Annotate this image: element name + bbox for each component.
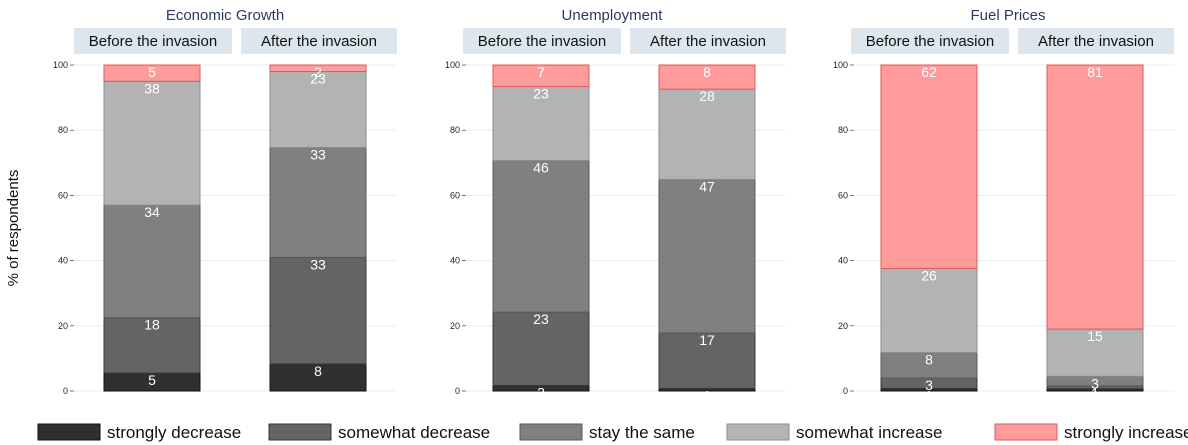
bar-segment-economic-growth-after-the-invasion-stay-the-same <box>269 146 367 258</box>
panel-title-economic-growth: Economic Growth <box>166 7 284 24</box>
data-label-economic-growth-after-the-invasion-stay-the-same: 33 <box>310 146 326 162</box>
y-tick-label-20: 20 <box>838 321 848 331</box>
facet-strip-economic-growth-before-the-invasion <box>74 28 232 54</box>
bar-segment-economic-growth-before-the-invasion-somewhat-increase <box>103 80 201 206</box>
data-label-fuel-prices-after-the-invasion-strongly-decrease: 1 <box>1091 388 1099 404</box>
legend: strongly decrease somewhat decrease stay t… <box>37 423 1188 442</box>
data-label-unemployment-before-the-invasion-somewhat-decrease: 23 <box>533 311 549 327</box>
bar-segment-unemployment-before-the-invasion-stay-the-same <box>492 160 590 313</box>
data-label-unemployment-before-the-invasion-strongly-decrease: 2 <box>537 384 545 400</box>
panel-unemployment: Unemployment 0 20 40 60 80 100 Before the invas… <box>445 7 786 403</box>
data-label-unemployment-after-the-invasion-strongly-decrease: 1 <box>703 387 711 403</box>
y-tick-label-20: 20 <box>450 321 460 331</box>
data-label-unemployment-before-the-invasion-stay-the-same: 46 <box>533 160 549 176</box>
y-tick-label-80: 80 <box>838 125 848 135</box>
bar-segment-unemployment-after-the-invasion-somewhat-decrease <box>658 332 756 389</box>
data-label-unemployment-before-the-invasion-somewhat-increase: 23 <box>533 86 549 102</box>
data-label-economic-growth-before-the-invasion-somewhat-increase: 38 <box>144 80 160 96</box>
data-label-fuel-prices-before-the-invasion-strongly-increase: 62 <box>921 64 937 80</box>
y-tick-label-20: 20 <box>58 321 68 331</box>
data-label-fuel-prices-after-the-invasion-stay-the-same: 3 <box>1091 375 1099 391</box>
bar-segment-unemployment-before-the-invasion-strongly-increase <box>492 64 590 88</box>
y-tick-label-100: 100 <box>833 60 848 70</box>
panel-fuel-prices: Fuel Prices 0 20 40 60 80 100 Before the invasi… <box>833 7 1174 404</box>
bar-segment-fuel-prices-after-the-invasion-somewhat-increase <box>1046 328 1144 377</box>
data-label-unemployment-after-the-invasion-somewhat-decrease: 17 <box>699 332 715 348</box>
legend-label-strongly-increase: strongly increase <box>1064 423 1188 442</box>
legend-label-stay-the-same: stay the same <box>589 423 695 442</box>
data-label-economic-growth-after-the-invasion-strongly-decrease: 8 <box>314 363 322 379</box>
data-label-economic-growth-after-the-invasion-somewhat-increase: 23 <box>310 71 326 87</box>
data-label-economic-growth-after-the-invasion-somewhat-decrease: 33 <box>310 256 326 272</box>
bar-segment-unemployment-before-the-invasion-somewhat-increase <box>492 86 590 162</box>
legend-swatch-strongly-decrease <box>37 423 101 441</box>
bar-segment-economic-growth-before-the-invasion-stay-the-same <box>103 204 201 319</box>
facet-strip-label-fuel-prices-before-the-invasion: Before the invasion <box>866 33 994 50</box>
facet-strip-label-unemployment-before-the-invasion: Before the invasion <box>478 33 606 50</box>
y-tick-label-60: 60 <box>450 190 460 200</box>
legend-label-strongly-decrease: strongly decrease <box>107 423 241 442</box>
data-label-fuel-prices-after-the-invasion-strongly-increase: 81 <box>1087 64 1103 80</box>
y-axis-label: % of respondents <box>5 170 22 287</box>
panel-title-fuel-prices: Fuel Prices <box>970 7 1045 24</box>
legend-swatch-somewhat-increase <box>726 423 790 441</box>
bar-segment-fuel-prices-before-the-invasion-somewhat-increase <box>880 267 978 354</box>
data-label-economic-growth-before-the-invasion-stay-the-same: 34 <box>144 204 160 220</box>
data-label-economic-growth-before-the-invasion-strongly-increase: 5 <box>148 64 156 80</box>
data-label-unemployment-before-the-invasion-strongly-increase: 7 <box>537 64 545 80</box>
bar-segment-unemployment-after-the-invasion-somewhat-increase <box>658 88 756 180</box>
bar-segment-economic-growth-before-the-invasion-strongly-increase <box>103 64 201 82</box>
y-tick-label-40: 40 <box>58 256 68 266</box>
y-tick-label-60: 60 <box>58 190 68 200</box>
bar-segment-economic-growth-after-the-invasion-somewhat-decrease <box>269 256 367 365</box>
data-label-unemployment-after-the-invasion-strongly-increase: 8 <box>703 64 711 80</box>
data-label-economic-growth-before-the-invasion-somewhat-decrease: 18 <box>144 317 160 333</box>
legend-label-somewhat-increase: somewhat increase <box>796 423 942 442</box>
facet-strip-economic-growth-after-the-invasion <box>241 28 397 54</box>
y-tick-label-0: 0 <box>455 386 460 396</box>
panel-economic-growth: Economic Growth 0 20 40 60 80 100 Before the in… <box>53 7 397 396</box>
y-tick-label-40: 40 <box>450 256 460 266</box>
bar-segment-economic-growth-after-the-invasion-strongly-increase <box>269 64 367 73</box>
legend-swatch-strongly-increase <box>994 423 1058 441</box>
facet-strip-label-unemployment-after-the-invasion: After the invasion <box>650 33 766 50</box>
y-tick-label-100: 100 <box>53 60 68 70</box>
data-label-unemployment-after-the-invasion-somewhat-increase: 28 <box>699 88 715 104</box>
bar-segment-economic-growth-after-the-invasion-strongly-decrease <box>269 363 367 392</box>
y-tick-label-40: 40 <box>838 256 848 266</box>
panel-title-unemployment: Unemployment <box>562 7 664 24</box>
y-tick-label-80: 80 <box>450 125 460 135</box>
bar-segment-unemployment-after-the-invasion-strongly-increase <box>658 64 756 90</box>
data-label-unemployment-after-the-invasion-stay-the-same: 47 <box>699 178 715 194</box>
facet-strip-fuel-prices-before-the-invasion <box>851 28 1009 54</box>
facet-strip-label-economic-growth-after-the-invasion: After the invasion <box>261 33 377 50</box>
data-label-fuel-prices-after-the-invasion-somewhat-decrease: 1 <box>1091 385 1099 401</box>
bar-segment-unemployment-before-the-invasion-somewhat-decrease <box>492 311 590 386</box>
y-tick-label-0: 0 <box>843 386 848 396</box>
legend-swatch-somewhat-decrease <box>268 423 332 441</box>
legend-label-somewhat-decrease: somewhat decrease <box>338 423 490 442</box>
facet-strip-label-economic-growth-before-the-invasion: Before the invasion <box>89 33 217 50</box>
bar-segment-fuel-prices-after-the-invasion-strongly-increase <box>1046 64 1144 330</box>
y-tick-label-60: 60 <box>838 190 848 200</box>
facet-strip-fuel-prices-after-the-invasion <box>1018 28 1174 54</box>
data-label-fuel-prices-before-the-invasion-stay-the-same: 8 <box>925 352 933 368</box>
y-tick-label-0: 0 <box>63 386 68 396</box>
data-label-fuel-prices-after-the-invasion-somewhat-increase: 15 <box>1087 328 1103 344</box>
bar-segment-fuel-prices-before-the-invasion-strongly-increase <box>880 64 978 269</box>
data-label-fuel-prices-before-the-invasion-somewhat-increase: 26 <box>921 267 937 283</box>
bar-segment-unemployment-after-the-invasion-stay-the-same <box>658 178 756 334</box>
data-label-fuel-prices-before-the-invasion-strongly-decrease: 1 <box>925 387 933 403</box>
legend-swatch-stay-the-same <box>519 423 583 441</box>
data-label-economic-growth-before-the-invasion-strongly-decrease: 5 <box>148 372 156 388</box>
y-tick-label-80: 80 <box>58 125 68 135</box>
facet-strip-unemployment-after-the-invasion <box>630 28 786 54</box>
facet-strip-label-fuel-prices-after-the-invasion: After the invasion <box>1038 33 1154 50</box>
data-label-economic-growth-after-the-invasion-strongly-increase: 2 <box>314 64 322 80</box>
facet-strip-unemployment-before-the-invasion <box>463 28 621 54</box>
data-label-fuel-prices-before-the-invasion-somewhat-decrease: 3 <box>925 377 933 393</box>
y-tick-label-100: 100 <box>445 60 460 70</box>
